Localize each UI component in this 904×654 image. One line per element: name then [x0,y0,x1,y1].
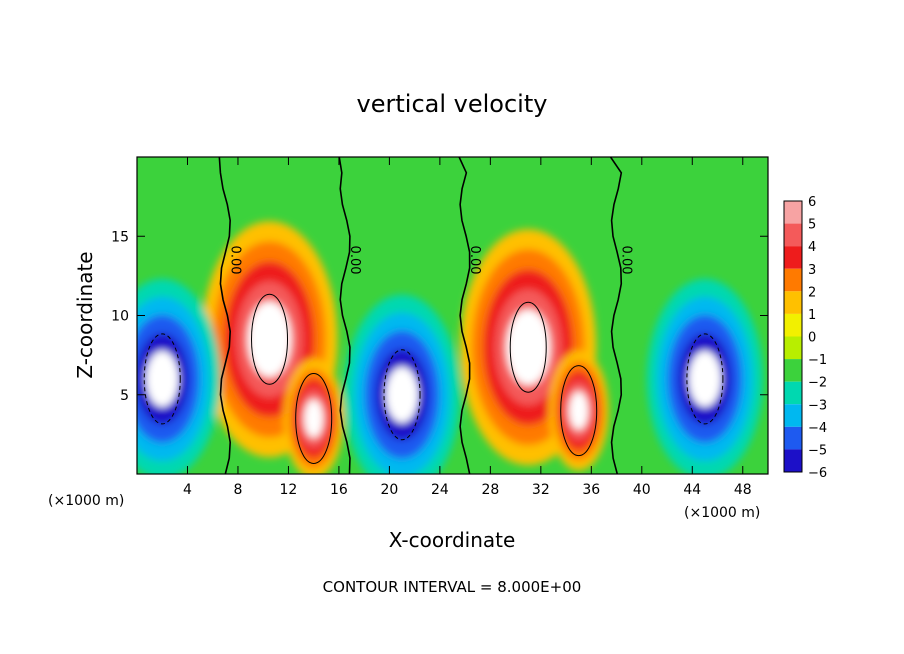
zero-contour-2 [458,157,471,474]
contour-ring-3 [560,365,598,457]
colorbar-swatch-11 [784,449,802,472]
updraft-level-2-4 [506,309,550,385]
contour-label-3: 0.00 [619,246,634,275]
colorbar-label-6: 0 [808,331,816,346]
y-axis-label: Z-coordinate [73,251,97,378]
colorbar: 6 5 4 3 2 1 0 −1 −2 −3 −4 −5 −6 [783,195,827,481]
chart-title: vertical velocity [357,90,548,118]
x-unit-left: (×1000 m) [48,493,124,509]
x-axis-label: X-coordinate [389,528,516,552]
colorbar-label-0: 6 [808,195,816,210]
colorbar-swatch-6 [784,336,802,360]
colorbar-swatch-7 [784,359,802,382]
colorbar-label-11: −5 [808,443,827,458]
x-tick-label-32: 32 [532,482,550,498]
contour-label-1: 0.00 [347,246,362,275]
colorbar-label-4: 2 [808,285,816,300]
colorbar-swatch-0 [784,201,802,224]
colorbar-label-9: −3 [808,398,827,413]
x-tick-label-40: 40 [633,482,651,498]
contour-ring-1 [295,373,333,465]
colorbar-swatch-2 [784,246,802,269]
colorbar-swatch-1 [784,223,802,247]
colorbar-label-10: −4 [808,421,827,436]
updraft-level-0-4 [247,301,292,378]
zero-contour-0 [218,157,232,474]
x-tick-label-48: 48 [734,482,752,498]
colorbar-swatch-5 [784,313,802,337]
y-tick-label-15: 15 [111,229,129,245]
x-tick-label-16: 16 [330,482,348,498]
downdraft-level-2-4 [688,350,722,407]
colorbar-swatch-4 [784,291,802,314]
y-tick-label-5: 5 [120,388,129,404]
x-tick-label-36: 36 [582,482,600,498]
x-unit-right: (×1000 m) [684,505,760,521]
contour-labels: 0.00 0.00 0.00 0.00 [227,246,633,275]
contour-label-0: 0.00 [227,246,242,275]
x-axis: 4 8 12 16 20 24 28 32 36 40 44 48 [183,157,752,498]
x-tick-label-44: 44 [683,482,701,498]
x-tick-label-12: 12 [280,482,298,498]
zero-contour-3 [609,157,623,474]
updraft-level-3-4 [569,391,589,430]
contour-ring-2 [509,301,547,393]
contour-ring-6 [686,333,724,425]
colorbar-label-12: −6 [808,466,827,481]
zero-contour-1 [338,157,351,474]
colorbar-swatch-9 [784,404,802,427]
contour-interval-note: CONTOUR INTERVAL = 8.000E+00 [323,578,582,596]
x-tick-label-20: 20 [380,482,398,498]
contour-ring-4 [143,333,181,425]
colorbar-frame [783,200,803,473]
plot-area [137,157,768,474]
downdraft-level-1-4 [385,366,419,423]
colorbar-label-2: 4 [808,240,816,255]
colorbar-label-3: 3 [808,263,816,278]
contour-label-2: 0.00 [467,246,482,275]
x-tick-label-4: 4 [183,482,192,498]
colorbar-label-7: −1 [808,353,827,368]
contour-lines [143,157,724,474]
contour-ring-5 [383,349,421,441]
colorbar-label-8: −2 [808,376,827,391]
colorbar-swatch-8 [784,381,802,405]
x-tick-label-28: 28 [481,482,499,498]
colorbar-swatch-10 [784,426,802,450]
y-tick-label-10: 10 [111,309,129,325]
y-axis: 5 10 15 [111,229,768,404]
x-tick-label-24: 24 [431,482,449,498]
updraft-level-1-4 [304,399,324,438]
x-tick-label-8: 8 [233,482,242,498]
contour-ring-0 [251,293,289,385]
colorbar-label-1: 5 [808,218,816,233]
colorbar-swatch-3 [784,268,802,292]
colorbar-label-5: 1 [808,308,816,323]
downdraft-level-0-4 [146,350,179,407]
